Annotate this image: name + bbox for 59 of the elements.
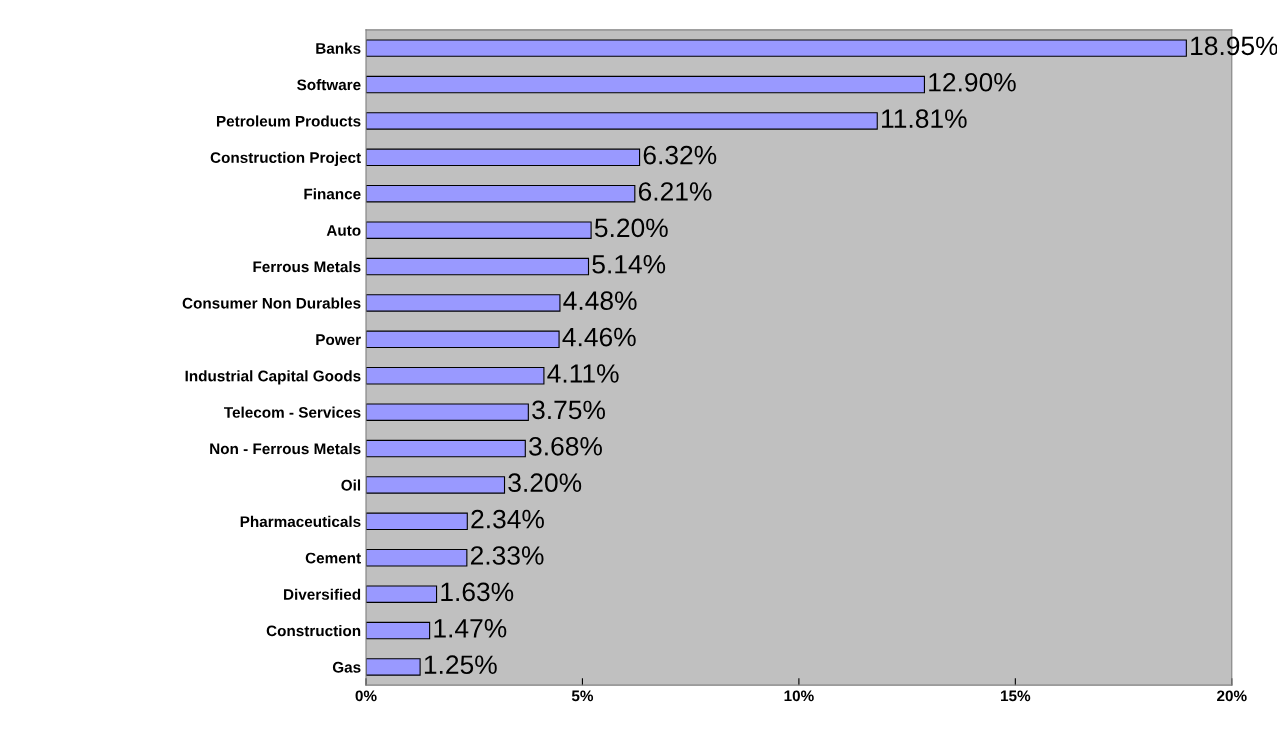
y-tick-label: Petroleum Products bbox=[216, 115, 361, 127]
data-label: 6.32% bbox=[643, 145, 717, 165]
bar bbox=[365, 294, 561, 312]
x-tick-label: 15% bbox=[1001, 690, 1031, 702]
bar bbox=[365, 549, 468, 567]
data-label: 4.46% bbox=[562, 327, 636, 347]
data-label: 4.48% bbox=[563, 291, 637, 311]
bar bbox=[365, 184, 636, 203]
y-tick-label: Diversified bbox=[284, 588, 361, 600]
y-tick-label: Auto bbox=[326, 225, 361, 236]
data-label: 2.34% bbox=[471, 509, 544, 529]
y-tick-label: Cement bbox=[305, 552, 361, 564]
bar bbox=[365, 476, 506, 494]
bar bbox=[365, 439, 526, 458]
data-label: 18.95% bbox=[1191, 36, 1277, 56]
y-tick-label: Construction Project bbox=[210, 151, 361, 167]
y-tick-label: Construction bbox=[266, 625, 361, 637]
x-tick-label: 20% bbox=[1217, 690, 1247, 702]
x-tick-label: 10% bbox=[784, 690, 814, 702]
data-label: 1.47% bbox=[434, 619, 507, 638]
y-tick-label: Pharmaceuticals bbox=[240, 515, 361, 528]
y-tick-label: Ferrous Metals bbox=[253, 261, 361, 273]
data-label: 1.63% bbox=[441, 582, 514, 602]
y-tick-label: Oil bbox=[341, 479, 361, 491]
bar bbox=[365, 112, 878, 130]
bar bbox=[365, 39, 1187, 57]
y-tick-label: Consumer Non Durables bbox=[182, 297, 361, 309]
y-tick-label: Non - Ferrous Metals bbox=[210, 443, 361, 455]
data-label: 3.20% bbox=[508, 473, 582, 493]
data-label: 5.14% bbox=[592, 255, 666, 274]
data-label: 3.68% bbox=[529, 436, 602, 456]
data-label: 5.20% bbox=[594, 218, 668, 238]
bar bbox=[365, 585, 438, 603]
bar bbox=[365, 75, 925, 94]
y-tick-label: Power bbox=[316, 334, 361, 346]
x-tick-label: 0% bbox=[355, 690, 377, 702]
bar bbox=[365, 403, 529, 421]
y-tick-label: Gas bbox=[332, 661, 361, 673]
bar bbox=[365, 366, 545, 385]
y-tick-label: Telecom - Services bbox=[224, 406, 361, 418]
y-tick-label: Banks bbox=[316, 42, 361, 54]
x-tick-label: 5% bbox=[571, 690, 594, 702]
bar bbox=[365, 621, 431, 640]
bar bbox=[365, 658, 421, 676]
y-tick-label: Industrial Capital Goods bbox=[185, 370, 361, 385]
bar bbox=[365, 512, 468, 531]
y-tick-label: Finance bbox=[304, 188, 361, 200]
data-label: 6.21% bbox=[638, 182, 712, 201]
bar bbox=[365, 221, 592, 239]
data-label: 2.33% bbox=[470, 546, 544, 565]
data-label: 3.75% bbox=[532, 400, 605, 420]
data-label: 4.11% bbox=[547, 364, 619, 383]
y-tick-label: Software bbox=[297, 78, 361, 91]
bar bbox=[365, 330, 560, 349]
data-label: 1.25% bbox=[424, 655, 497, 675]
data-label: 12.90% bbox=[929, 72, 1016, 92]
data-label: 11.81% bbox=[882, 109, 967, 129]
bar bbox=[365, 148, 641, 167]
bar bbox=[365, 257, 590, 276]
